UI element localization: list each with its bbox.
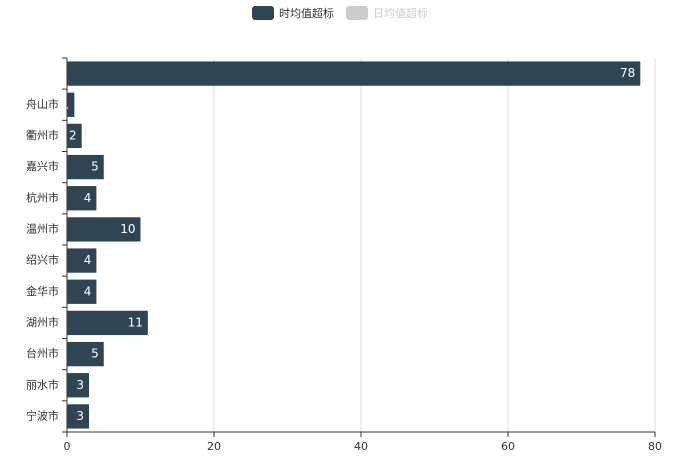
y-tick-label: 绍兴市 [26,253,59,267]
y-tick-label: 丽水市 [26,377,59,391]
value-label: 4 [84,284,92,298]
bar [67,373,90,398]
y-tick-label: 宁波市 [26,408,59,422]
x-tick-label: 0 [64,440,71,453]
legend-label[interactable]: 日均值超标 [373,6,428,20]
bar [67,123,82,149]
bar [67,61,641,86]
y-tick-label: 台州市 [26,346,59,360]
bar [67,279,97,304]
value-label: 5 [91,160,99,174]
x-tick-label: 40 [354,440,368,453]
bar [67,341,104,367]
value-label: 5 [91,347,99,361]
y-tick-label: 衢州市 [26,128,59,142]
value-label: 10 [120,222,135,236]
y-tick-label: 杭州市 [26,190,59,204]
y-tick-label: 金华市 [26,284,59,298]
y-tick-label: 嘉兴市 [26,159,59,173]
value-label: 1 [62,97,70,111]
bar [67,217,141,242]
bar [67,186,97,211]
y-tick-label: 湖州市 [26,315,59,329]
bar [67,154,104,180]
value-label: 2 [69,128,77,142]
value-label: 4 [84,191,92,205]
bar [67,248,97,273]
y-tick-label: 温州市 [26,221,59,235]
legend-label[interactable]: 时均值超标 [279,6,334,20]
value-label: 3 [76,378,84,392]
value-label: 3 [76,409,84,423]
y-tick-label: 舟山市 [26,97,59,111]
value-label: 11 [128,315,143,329]
bar [67,404,90,429]
x-tick-label: 20 [207,440,221,453]
bar [67,310,148,336]
x-tick-label: 80 [648,440,662,453]
x-tick-label: 60 [501,440,515,453]
legend-swatch[interactable] [252,6,274,20]
legend-swatch[interactable] [346,6,368,20]
bar [67,92,75,117]
value-label: 4 [84,253,92,267]
value-label: 78 [620,66,635,80]
